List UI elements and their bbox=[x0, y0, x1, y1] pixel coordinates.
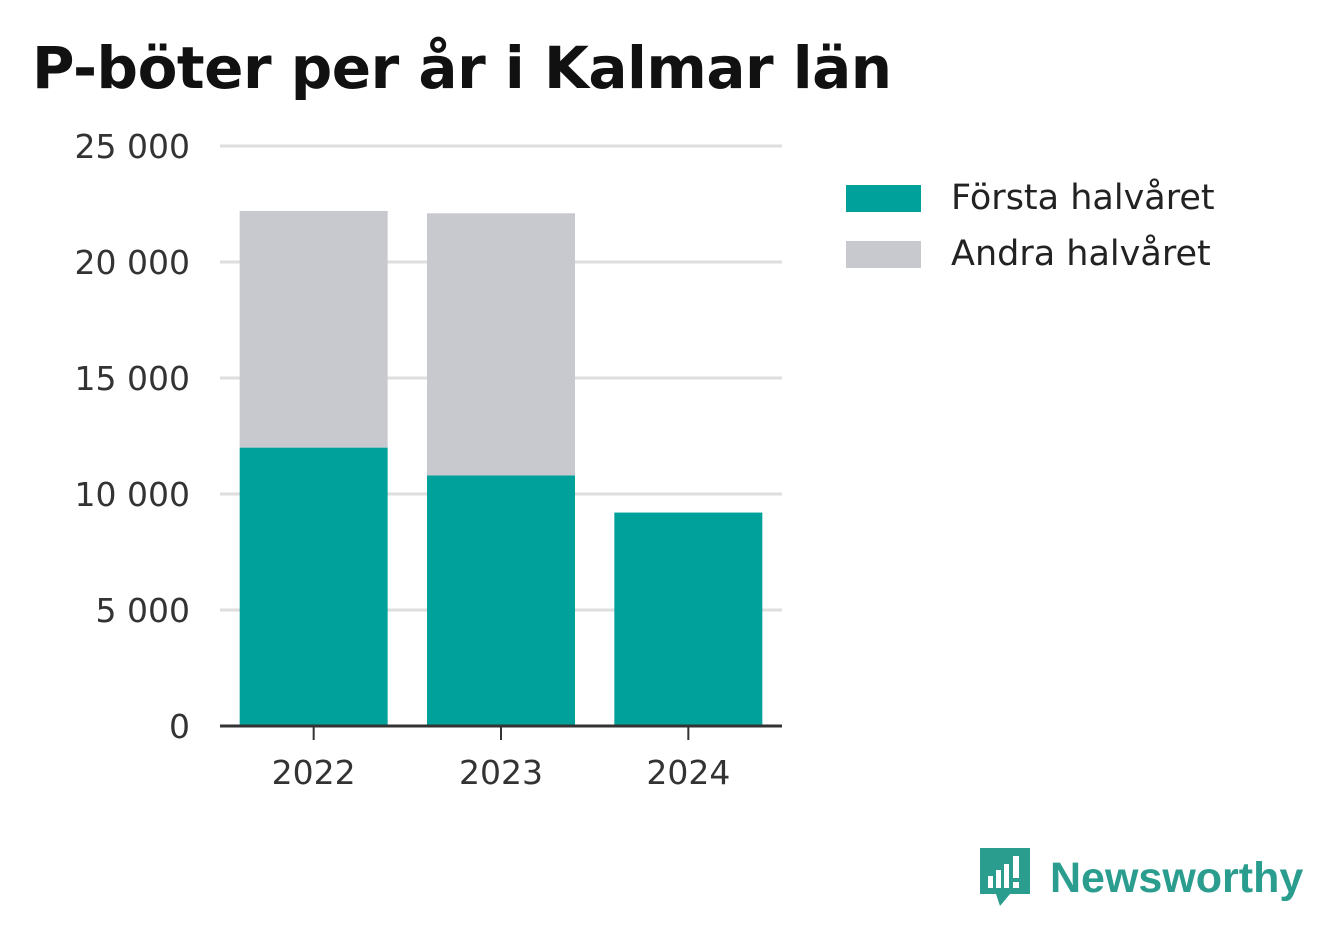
bar bbox=[427, 475, 575, 726]
chart-legend: Första halvåret Andra halvåret bbox=[846, 170, 1215, 282]
newsworthy-logo-icon bbox=[980, 848, 1030, 906]
x-tick-label: 2023 bbox=[459, 753, 543, 792]
legend-swatch bbox=[846, 184, 921, 212]
bar bbox=[239, 447, 388, 726]
y-tick-label: 15 000 bbox=[75, 359, 190, 398]
y-tick-label: 25 000 bbox=[75, 127, 190, 166]
y-tick-label: 20 000 bbox=[75, 243, 190, 282]
legend-label: Första halvåret bbox=[951, 178, 1215, 218]
y-tick-label: 0 bbox=[169, 707, 190, 746]
logo-text: Newsworthy bbox=[1050, 853, 1304, 902]
bar bbox=[239, 210, 388, 448]
x-tick-label: 2022 bbox=[272, 753, 356, 792]
legend-item: Andra halvåret bbox=[846, 226, 1215, 282]
legend-item: Första halvåret bbox=[846, 170, 1215, 226]
bar bbox=[427, 213, 575, 476]
chart-title: P-böter per år i Kalmar län bbox=[32, 34, 892, 102]
legend-label: Andra halvåret bbox=[951, 234, 1211, 274]
y-tick-label: 5 000 bbox=[96, 591, 190, 630]
x-tick-label: 2024 bbox=[646, 753, 730, 792]
bar bbox=[614, 512, 763, 726]
y-tick-label: 10 000 bbox=[75, 475, 190, 514]
legend-swatch bbox=[846, 240, 921, 268]
newsworthy-logo: Newsworthy bbox=[980, 848, 1303, 908]
